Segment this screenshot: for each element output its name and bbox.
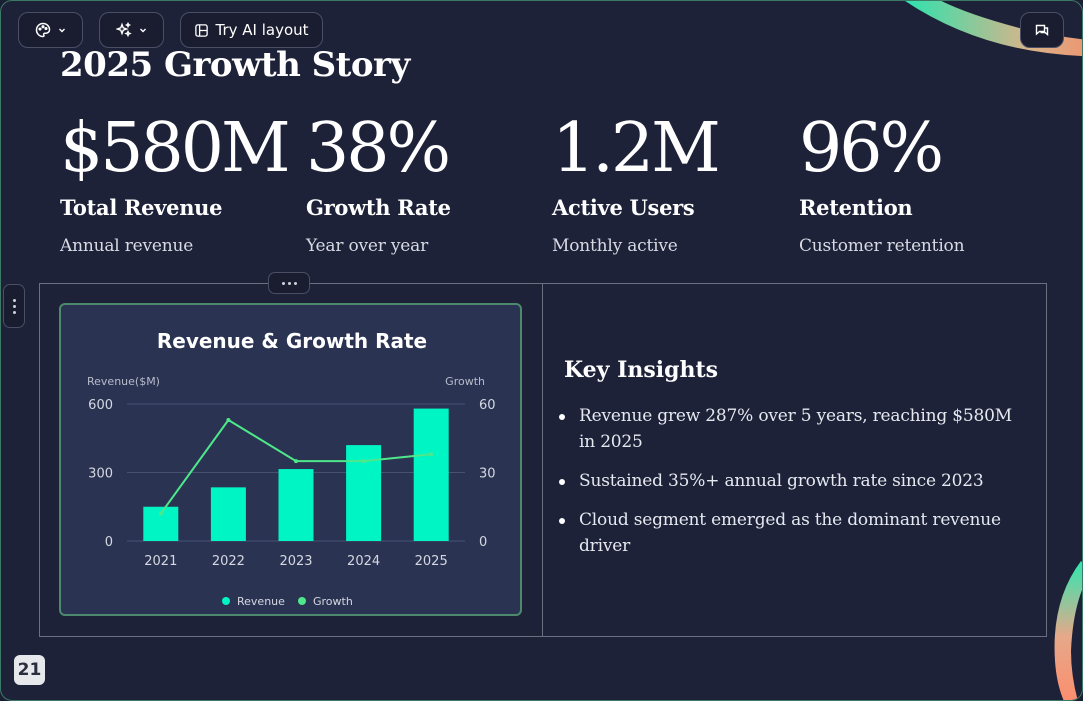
chevron-down-icon [58, 28, 65, 33]
growth-point-2023 [294, 459, 298, 464]
legend-swatch-revenue [222, 597, 230, 605]
growth-point-2022 [226, 417, 231, 422]
comment-button[interactable] [1020, 12, 1064, 48]
chart-card[interactable]: Revenue & Growth Rate Revenue($M) Growth 0 3… [59, 303, 522, 616]
x-tick-label: 2024 [347, 554, 380, 569]
insights-title: Key Insights [564, 357, 719, 383]
growth-point-2025 [429, 452, 434, 457]
y2-tick-label: 30 [479, 467, 496, 482]
chevron-down-icon [139, 28, 146, 33]
drag-handle-horizontal[interactable] [268, 272, 310, 294]
stat-active-users: 1.2M Active Users Monthly active [552, 109, 792, 256]
stat-total-revenue: $580M Total Revenue Annual revenue [60, 109, 300, 256]
growth-point-2024 [361, 459, 366, 464]
insights-list: Revenue grew 287% over 5 years, reaching… [559, 403, 1019, 572]
y-tick-label: 300 [88, 467, 113, 482]
dot [12, 310, 16, 314]
dot [12, 304, 16, 308]
column-divider[interactable] [542, 283, 543, 637]
x-tick-label: 2021 [144, 554, 177, 569]
stat-value: $580M [60, 109, 291, 188]
stat-subtitle: Year over year [306, 236, 429, 256]
sparkle-icon [115, 22, 132, 38]
insight-item: Sustained 35%+ annual growth rate since … [559, 468, 1019, 494]
legend-label-growth: Growth [313, 595, 353, 608]
stat-label: Total Revenue [60, 195, 223, 220]
stat-value: 96% [799, 109, 944, 188]
dot [293, 281, 297, 285]
bar-revenue-2023 [278, 469, 314, 541]
stat-subtitle: Annual revenue [60, 236, 194, 256]
try-ai-layout-button[interactable]: Try AI layout [180, 12, 323, 48]
insight-item: Revenue grew 287% over 5 years, reaching… [559, 403, 1019, 455]
stat-label: Growth Rate [306, 195, 451, 220]
stat-subtitle: Customer retention [799, 236, 965, 256]
decorative-arc-right [1054, 561, 1082, 700]
dot [12, 298, 16, 302]
ai-tools-button[interactable] [99, 12, 164, 48]
x-tick-label: 2025 [415, 554, 448, 569]
growth-point-2021 [158, 511, 163, 516]
y2-tick-label: 60 [479, 398, 496, 413]
dot [281, 281, 285, 285]
x-tick-label: 2022 [212, 554, 245, 569]
stat-value: 38% [306, 109, 451, 188]
stat-label: Active Users [552, 195, 695, 220]
page-number-badge[interactable]: 21 [14, 655, 45, 685]
x-tick-label: 2023 [279, 554, 312, 569]
content-layout-box[interactable] [39, 283, 1047, 637]
stat-label: Retention [799, 195, 913, 220]
palette-icon [35, 22, 50, 38]
drag-handle-vertical[interactable] [3, 284, 25, 328]
insight-item: Cloud segment emerged as the dominant re… [559, 507, 1019, 559]
revenue-growth-chart: Revenue & Growth Rate Revenue($M) Growth 0 3… [87, 329, 496, 608]
stat-subtitle: Monthly active [552, 236, 678, 256]
stat-value: 1.2M [552, 109, 721, 188]
bar-revenue-2022 [210, 487, 246, 541]
stat-retention: 96% Retention Customer retention [799, 109, 1039, 256]
chart-title: Revenue & Growth Rate [157, 329, 427, 353]
y2-tick-label: 0 [479, 535, 487, 550]
bar-revenue-2025 [413, 408, 449, 541]
y-tick-label: 0 [105, 535, 113, 550]
slide-title: 2025 Growth Story [60, 45, 410, 85]
y2-axis-label: Growth [445, 375, 485, 388]
layout-icon [195, 23, 209, 37]
legend-swatch-growth [298, 597, 306, 605]
try-ai-layout-label: Try AI layout [215, 21, 309, 39]
dot [287, 281, 291, 285]
y-axis-label: Revenue($M) [87, 375, 160, 388]
stat-growth-rate: 38% Growth Rate Year over year [306, 109, 546, 256]
legend-label-revenue: Revenue [237, 595, 285, 608]
comment-icon [1035, 24, 1049, 36]
y-tick-label: 600 [88, 398, 113, 413]
theme-button[interactable] [18, 12, 83, 48]
